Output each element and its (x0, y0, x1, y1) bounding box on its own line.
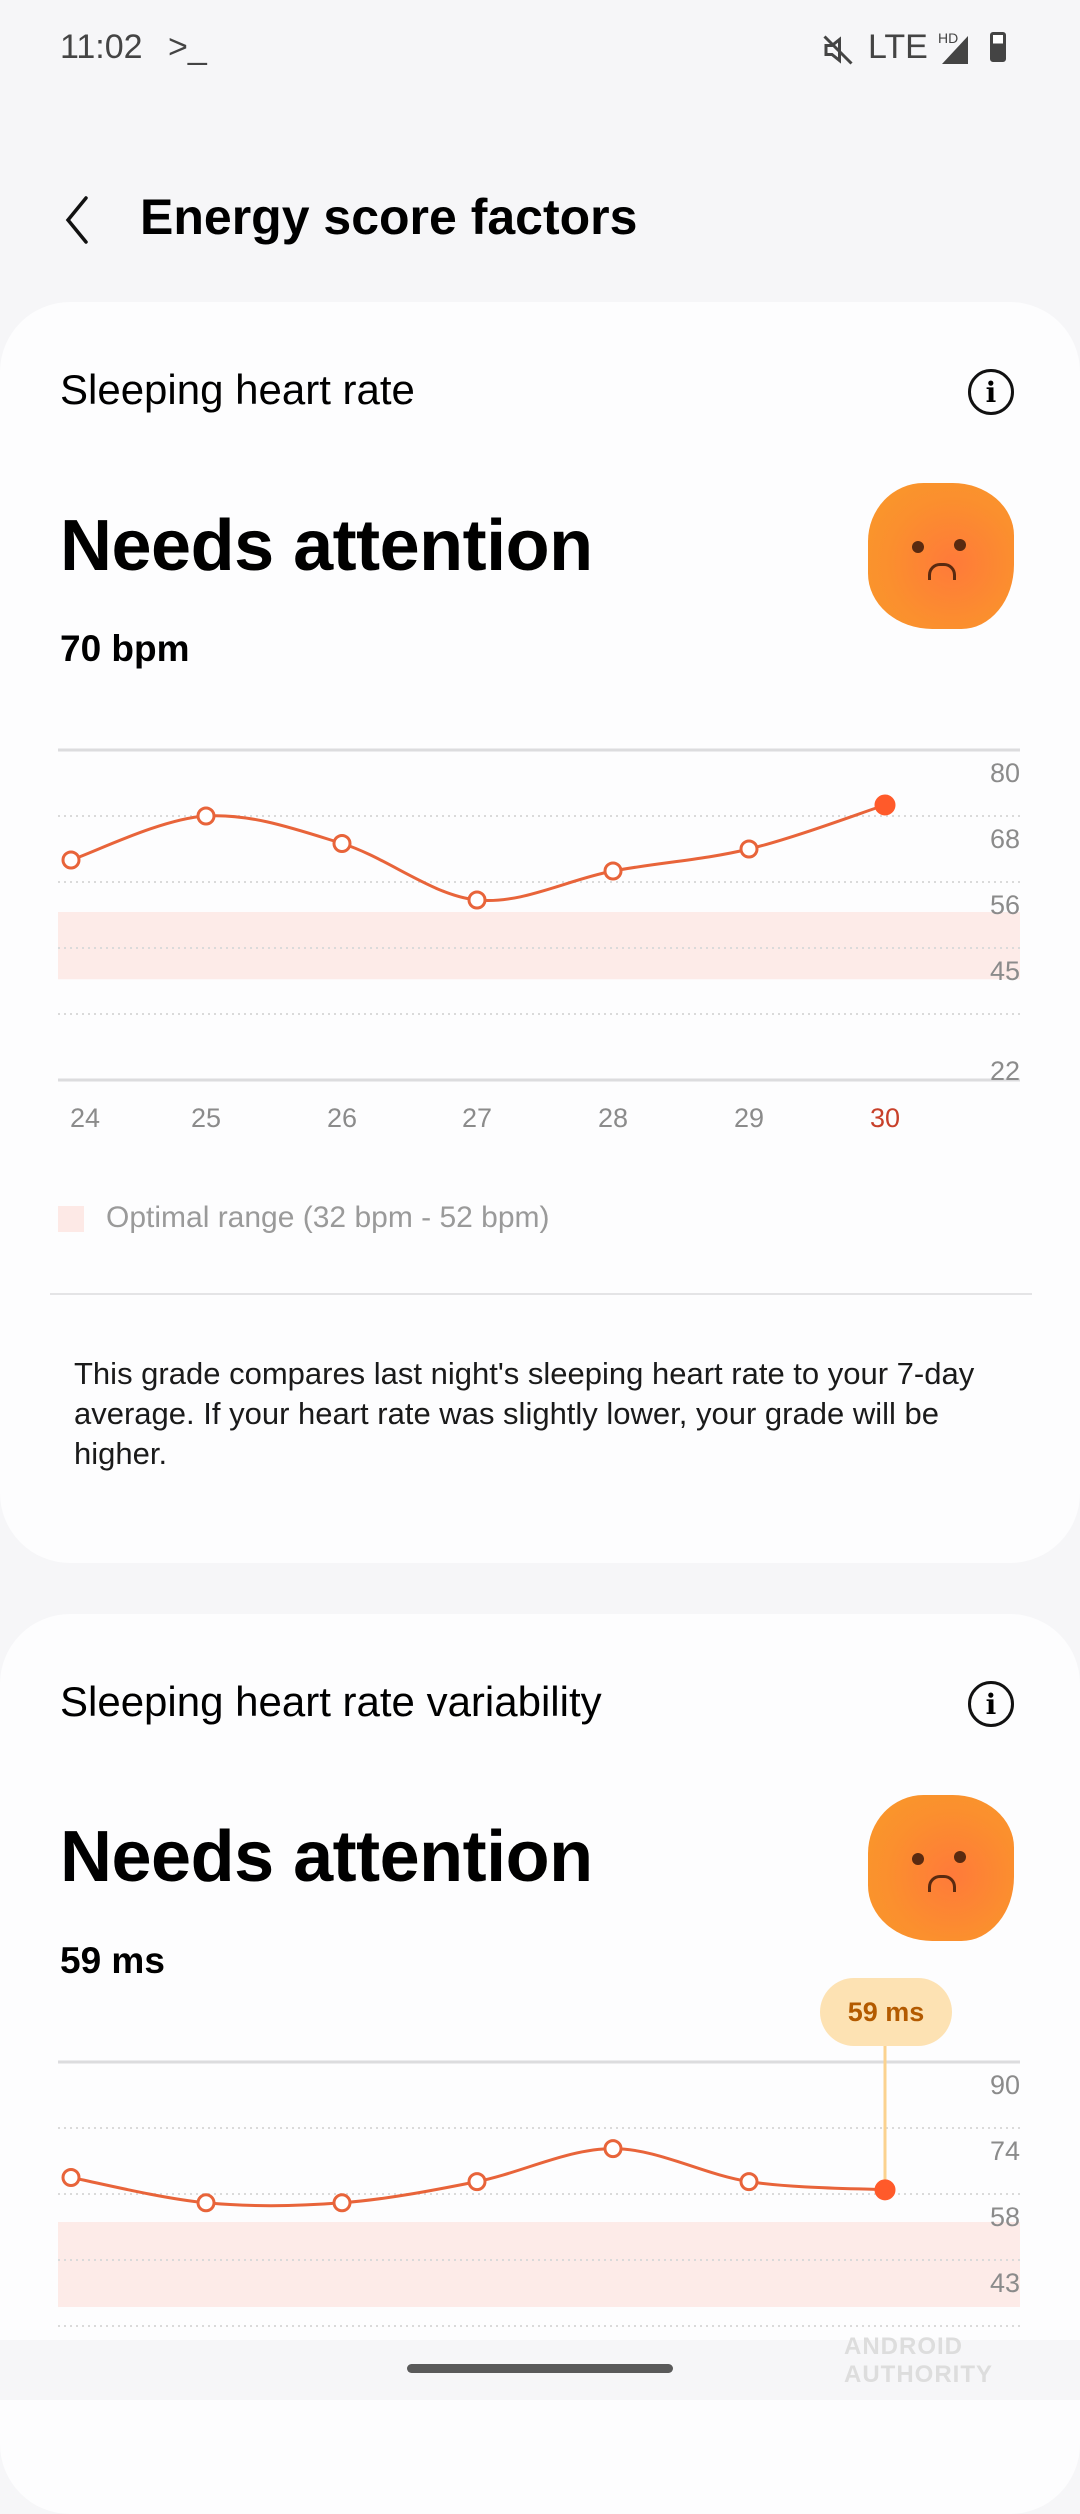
mute-icon (823, 35, 853, 65)
y-tick-label: 43 (989, 2268, 1020, 2298)
data-point (61, 850, 81, 870)
page-title: Energy score factors (140, 189, 638, 245)
sad-face-icon (868, 483, 1014, 629)
card-title: Sleeping heart rate (60, 366, 415, 413)
value-label: 70 bpm (60, 628, 190, 669)
hd-label: HD (938, 30, 959, 46)
network-type: LTE (868, 28, 928, 66)
grade-label: Needs attention (60, 506, 593, 586)
series-line (70, 803, 886, 903)
y-tick-label: 68 (989, 824, 1020, 854)
terminal-icon: >_ (168, 28, 207, 66)
signal-icon (942, 36, 968, 64)
y-tick-label: 80 (989, 758, 1020, 788)
home-indicator[interactable] (407, 2364, 673, 2373)
y-tick-label: 90 (989, 2070, 1020, 2100)
value-label: 59 ms (60, 1940, 165, 1981)
y-tick-label: 74 (989, 2136, 1020, 2166)
y-tick-label: 56 (989, 890, 1020, 920)
x-tick-label: 25 (190, 1103, 222, 1133)
info-icon[interactable]: i (968, 369, 1014, 415)
x-tick-label: 30 (869, 1103, 901, 1133)
charts-layer (58, 748, 1020, 2327)
grade-label: Needs attention (60, 1817, 593, 1897)
x-tick-label: 27 (461, 1103, 493, 1133)
data-point (332, 834, 352, 853)
data-point (467, 2172, 487, 2192)
data-point (739, 2172, 759, 2192)
data-point (196, 2193, 216, 2213)
y-tick-label: 22 (989, 1056, 1020, 1086)
data-point (603, 2139, 623, 2159)
highlighted-data-point (874, 2179, 896, 2201)
optimal-range-band (58, 2222, 1020, 2307)
data-point (739, 839, 759, 859)
sad-face-icon (868, 1795, 1014, 1941)
legend-swatch (58, 1206, 84, 1232)
card-title: Sleeping heart rate variability (60, 1678, 602, 1725)
data-point (467, 890, 487, 910)
battery-icon (990, 32, 1006, 62)
x-tick-label: 28 (597, 1103, 629, 1133)
info-icon[interactable]: i (968, 1681, 1014, 1727)
data-point (332, 2193, 352, 2213)
data-point (603, 861, 623, 881)
value-tooltip: 59 ms (820, 1978, 952, 2046)
highlighted-data-point (874, 794, 896, 816)
status-time: 11:02 (60, 28, 143, 66)
x-tick-label: 24 (69, 1103, 101, 1133)
back-button[interactable] (58, 192, 94, 248)
x-tick-label: 26 (326, 1103, 358, 1133)
y-tick-label: 45 (989, 956, 1020, 986)
watermark: ANDROID AUTHORITY (844, 2333, 993, 2388)
legend-label: Optimal range (32 bpm - 52 bpm) (106, 1201, 550, 1234)
description: This grade compares last night's sleepin… (74, 1356, 975, 1471)
x-tick-label: 29 (733, 1103, 765, 1133)
divider (50, 1293, 1032, 1295)
y-tick-label: 58 (989, 2202, 1020, 2232)
optimal-range-band (58, 912, 1020, 980)
data-point (196, 806, 216, 826)
data-point (61, 2168, 81, 2187)
